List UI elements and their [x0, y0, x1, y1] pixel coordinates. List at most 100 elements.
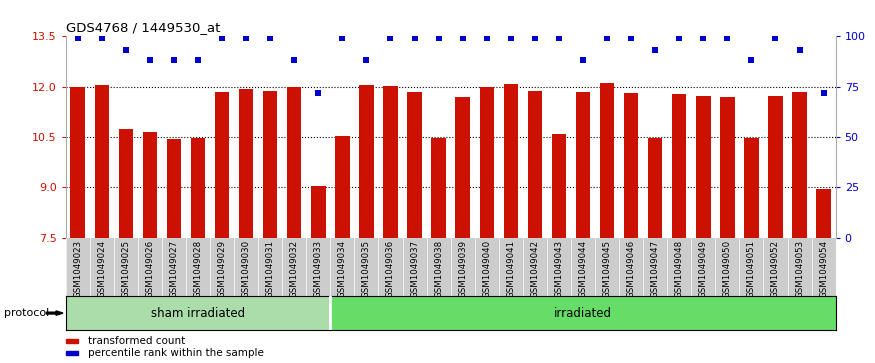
Point: [94, 36, 108, 41]
Bar: [408, 92, 422, 238]
Point: [648, 48, 662, 53]
Point: [383, 36, 397, 41]
Point: [239, 36, 253, 41]
Bar: [143, 132, 158, 238]
Bar: [624, 93, 639, 238]
Bar: [768, 96, 783, 238]
Text: GSM1049047: GSM1049047: [651, 240, 660, 298]
Text: GSM1049039: GSM1049039: [458, 240, 467, 298]
Text: GSM1049042: GSM1049042: [530, 240, 539, 298]
Bar: [672, 94, 687, 238]
Bar: [66, 351, 78, 355]
Text: GSM1049023: GSM1049023: [74, 240, 82, 298]
Bar: [528, 91, 542, 238]
Bar: [720, 97, 735, 238]
Text: GSM1049044: GSM1049044: [578, 240, 587, 298]
Text: transformed count: transformed count: [88, 336, 185, 346]
Bar: [335, 136, 350, 238]
Text: GSM1049035: GSM1049035: [362, 240, 371, 298]
Text: GSM1049027: GSM1049027: [170, 240, 178, 298]
Point: [768, 36, 782, 41]
Point: [745, 58, 759, 64]
Bar: [94, 85, 109, 238]
Bar: [816, 189, 831, 238]
Point: [696, 36, 710, 41]
Bar: [552, 134, 566, 238]
Text: GSM1049024: GSM1049024: [97, 240, 106, 298]
Text: GSM1049026: GSM1049026: [145, 240, 154, 298]
Text: GSM1049040: GSM1049040: [482, 240, 491, 298]
Text: GSM1049054: GSM1049054: [819, 240, 828, 298]
Bar: [696, 96, 710, 238]
Point: [672, 36, 686, 41]
Text: GSM1049030: GSM1049030: [242, 240, 250, 298]
Text: GSM1049048: GSM1049048: [675, 240, 683, 298]
Bar: [71, 87, 85, 238]
Bar: [119, 129, 133, 238]
Bar: [745, 138, 759, 238]
Bar: [383, 86, 397, 238]
FancyBboxPatch shape: [66, 296, 331, 330]
Point: [456, 36, 470, 41]
Point: [480, 36, 494, 41]
Point: [816, 90, 830, 95]
Bar: [504, 84, 518, 238]
Point: [576, 58, 590, 64]
Bar: [648, 138, 662, 238]
Bar: [167, 139, 181, 238]
Point: [119, 48, 133, 53]
Bar: [191, 138, 206, 238]
Bar: [576, 92, 591, 238]
Text: GSM1049050: GSM1049050: [723, 240, 732, 298]
Text: GSM1049037: GSM1049037: [410, 240, 419, 298]
Bar: [215, 92, 229, 238]
Text: GSM1049032: GSM1049032: [290, 240, 298, 298]
Point: [504, 36, 518, 41]
Bar: [312, 186, 326, 238]
Point: [143, 58, 157, 64]
Text: GSM1049045: GSM1049045: [603, 240, 612, 298]
Text: GSM1049049: GSM1049049: [699, 240, 708, 298]
Point: [624, 36, 638, 41]
Text: GSM1049052: GSM1049052: [771, 240, 780, 298]
Bar: [431, 138, 446, 238]
Point: [720, 36, 734, 41]
Text: GSM1049043: GSM1049043: [555, 240, 564, 298]
Text: GSM1049038: GSM1049038: [434, 240, 443, 298]
Bar: [66, 339, 78, 343]
Bar: [360, 85, 374, 238]
Point: [287, 58, 301, 64]
Point: [431, 36, 445, 41]
Text: sham irradiated: sham irradiated: [150, 307, 245, 319]
Point: [167, 58, 181, 64]
Point: [215, 36, 229, 41]
Bar: [456, 97, 470, 238]
Point: [408, 36, 422, 41]
Text: percentile rank within the sample: percentile rank within the sample: [88, 348, 263, 358]
Point: [793, 48, 807, 53]
Text: GSM1049046: GSM1049046: [626, 240, 635, 298]
Bar: [287, 87, 301, 238]
Text: GSM1049053: GSM1049053: [795, 240, 804, 298]
Text: GSM1049029: GSM1049029: [218, 240, 227, 298]
FancyBboxPatch shape: [331, 296, 836, 330]
Point: [312, 90, 326, 95]
Bar: [480, 87, 494, 238]
Text: irradiated: irradiated: [554, 307, 612, 319]
Text: GSM1049031: GSM1049031: [266, 240, 275, 298]
Point: [263, 36, 277, 41]
Bar: [793, 92, 807, 238]
Text: GSM1049028: GSM1049028: [193, 240, 202, 298]
Point: [335, 36, 349, 41]
Text: GSM1049034: GSM1049034: [338, 240, 346, 298]
Point: [191, 58, 205, 64]
Text: GDS4768 / 1449530_at: GDS4768 / 1449530_at: [66, 21, 220, 34]
Bar: [239, 89, 254, 238]
Text: GSM1049033: GSM1049033: [314, 240, 323, 298]
Point: [360, 58, 374, 64]
Text: GSM1049041: GSM1049041: [507, 240, 515, 298]
Point: [552, 36, 566, 41]
Point: [71, 36, 85, 41]
Text: GSM1049025: GSM1049025: [122, 240, 130, 298]
Bar: [263, 91, 277, 238]
